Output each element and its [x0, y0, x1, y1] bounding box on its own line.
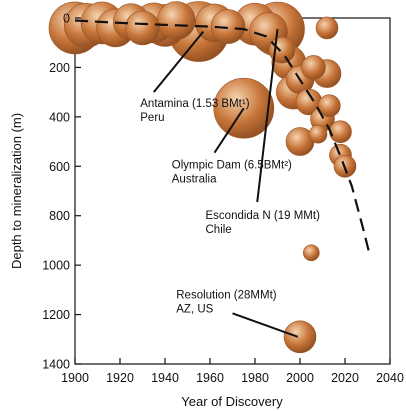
- x-tick-label: 2000: [286, 371, 314, 385]
- y-tick-label: 200: [49, 61, 70, 75]
- annotation-line: Peru: [140, 112, 164, 124]
- trend-line: [74, 19, 371, 256]
- bubble-point: [157, 1, 196, 40]
- annotations-layer: Antamina (1.53 BMt¹) Peru Olympic Dam (6.5…: [140, 29, 321, 338]
- y-tick-label: 800: [49, 209, 70, 223]
- x-axis: 1900 1920 1940 1960 1980 2000 2020 2040: [61, 358, 404, 385]
- plot-frame: [74, 17, 391, 365]
- y-tick-label: 1400: [42, 358, 70, 372]
- bubble-point: [125, 10, 160, 46]
- y-tick-label: 600: [49, 160, 70, 174]
- annotation-leader: [213, 107, 245, 154]
- y-axis: 0 200 400 600 800 1000 1200 1400: [42, 12, 81, 372]
- x-tick-label: 1900: [61, 371, 89, 385]
- x-tick-label: 1920: [106, 371, 134, 385]
- annotation-line: Olympic Dam (6.5BMt²): [172, 159, 292, 171]
- annotation-label: Escondida N (19 MMt) Chile: [206, 210, 321, 236]
- bubble-point: [308, 124, 328, 144]
- bubble-point: [301, 55, 326, 80]
- annotation-line: Antamina (1.53 BMt¹): [140, 98, 249, 110]
- y-tick-label: 0: [63, 12, 70, 26]
- bubble-point: [268, 36, 296, 64]
- annotation-line: AZ, US: [176, 304, 213, 316]
- annotation-line: Resolution (28MMt): [176, 290, 277, 302]
- x-tick-label: 2020: [331, 371, 359, 385]
- y-tick-label: 1000: [42, 259, 70, 273]
- annotation-label: Antamina (1.53 BMt¹) Peru: [140, 98, 249, 124]
- bubble-point: [302, 244, 320, 262]
- y-tick-label: 400: [49, 110, 70, 124]
- x-tick-label: 1960: [196, 371, 224, 385]
- bubble-point: [317, 94, 341, 117]
- x-axis-title: Year of Discovery: [181, 394, 283, 409]
- x-tick-label: 2040: [376, 371, 404, 385]
- annotation-leader: [232, 312, 299, 338]
- annotation-leader: [152, 30, 205, 93]
- bubble-point: [329, 120, 352, 143]
- x-tick-label: 1940: [151, 371, 179, 385]
- annotation-line: Australia: [172, 173, 217, 185]
- annotation-label: Olympic Dam (6.5BMt²) Australia: [172, 159, 292, 185]
- annotation-line: Escondida N (19 MMt): [206, 210, 321, 222]
- bubble-point: [210, 9, 246, 44]
- x-tick-label: 1980: [241, 371, 269, 385]
- bubble-point: [315, 16, 339, 40]
- y-tick-label: 1200: [42, 308, 70, 322]
- bubble-point: [283, 320, 317, 354]
- annotation-label: Resolution (28MMt) AZ, US: [176, 290, 277, 316]
- bubble-point: [213, 77, 275, 139]
- bubbles-layer: [48, 1, 357, 354]
- y-axis-title: Depth to mineralization (m): [9, 113, 24, 269]
- annotation-leader: [256, 29, 279, 203]
- annotation-line: Chile: [206, 224, 232, 236]
